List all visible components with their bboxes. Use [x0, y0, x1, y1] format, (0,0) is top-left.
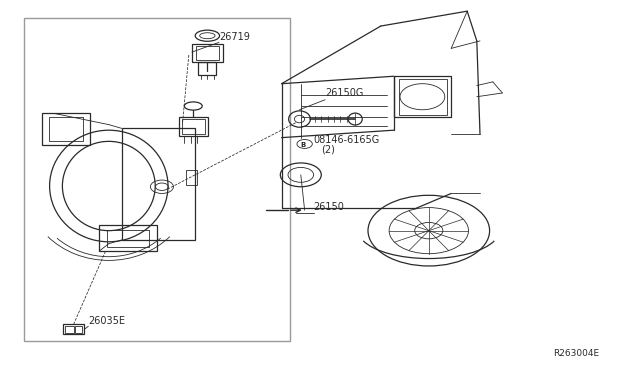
Bar	[394, 76, 451, 117]
Bar	[107, 230, 149, 247]
Text: R263004E: R263004E	[554, 349, 600, 358]
Text: B: B	[300, 142, 305, 148]
Bar	[182, 119, 205, 134]
Bar	[75, 326, 82, 333]
Text: (2): (2)	[321, 144, 335, 154]
Bar	[179, 117, 208, 136]
Bar	[63, 324, 84, 334]
Bar	[24, 18, 290, 341]
Bar	[65, 326, 74, 333]
Text: 08146-6165G: 08146-6165G	[314, 135, 380, 145]
Text: 26150G: 26150G	[325, 88, 364, 98]
Bar	[42, 113, 90, 145]
Bar	[198, 62, 216, 75]
Bar	[122, 128, 195, 240]
Bar	[49, 117, 83, 141]
Bar	[399, 79, 447, 115]
Bar	[192, 44, 223, 62]
Text: 26035E: 26035E	[88, 315, 125, 326]
Bar	[99, 225, 157, 251]
Text: 26719: 26719	[219, 32, 250, 42]
Bar	[186, 170, 197, 185]
Text: 26150: 26150	[314, 202, 344, 212]
Bar	[196, 46, 219, 60]
